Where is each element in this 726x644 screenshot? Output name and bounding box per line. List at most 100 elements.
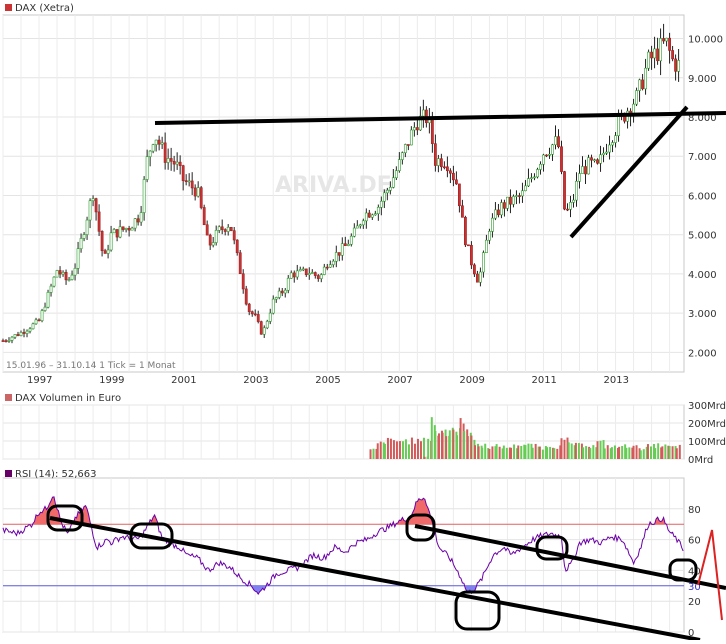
price-x-tick-label: 2013 <box>604 375 629 386</box>
volume-bar <box>675 448 678 459</box>
candle-body <box>439 158 443 168</box>
candle-body <box>13 334 17 338</box>
candle-body <box>115 229 119 238</box>
volume-bar <box>392 440 395 459</box>
candle-body <box>157 139 161 145</box>
candle-body <box>286 277 290 291</box>
volume-bar <box>379 441 382 459</box>
candle-body <box>262 327 266 335</box>
volume-bar <box>660 447 663 459</box>
candle-body <box>319 274 323 279</box>
candle-body <box>97 211 101 232</box>
candle-body <box>91 198 95 202</box>
volume-bar <box>386 437 389 459</box>
volume-bar <box>613 445 616 459</box>
candle-body <box>656 48 659 62</box>
candle-body <box>94 198 98 213</box>
candle-body <box>605 151 608 154</box>
volume-bar <box>602 440 605 459</box>
volume-bar <box>395 441 398 459</box>
volume-bar <box>383 443 386 459</box>
volume-bar <box>508 447 511 459</box>
volume-bar <box>678 444 681 459</box>
candle-body <box>265 321 269 329</box>
candle-body <box>166 158 170 163</box>
candle-body <box>596 159 599 164</box>
volume-bar <box>549 446 552 459</box>
candle-body <box>184 180 188 182</box>
candle-body <box>403 144 407 153</box>
rsi-highlight-3 <box>405 513 436 542</box>
volume-bar <box>531 447 534 459</box>
rsi-y-tick-label: 60 <box>688 536 701 547</box>
candle-body <box>512 196 515 205</box>
candle-body <box>310 272 314 274</box>
volume-bar <box>501 448 504 459</box>
candle-body <box>337 252 341 256</box>
volume-bar <box>376 443 379 459</box>
volume-bar <box>495 444 498 459</box>
volume-bar <box>484 443 487 459</box>
candle-body <box>106 249 110 254</box>
candle-body <box>587 157 590 175</box>
volume-bar <box>671 446 674 459</box>
candle-body <box>464 217 467 246</box>
watermark: ARIVA.DE <box>275 173 392 198</box>
candle-body <box>181 165 185 181</box>
volume-y-tick-label: 300Mrd <box>688 401 726 412</box>
candle-body <box>376 207 380 215</box>
candle-body <box>130 227 134 231</box>
volume-bar <box>628 447 631 459</box>
volume-bar <box>577 443 580 459</box>
candle-body <box>467 244 470 247</box>
rsi-panel-frame <box>2 477 685 633</box>
candle-body <box>109 232 113 251</box>
candle-body <box>313 272 317 276</box>
volume-bar <box>638 448 641 459</box>
candle-body <box>644 67 647 90</box>
volume-bar <box>570 443 573 459</box>
rsi-highlight-1 <box>46 504 84 532</box>
candle-body <box>175 161 179 165</box>
candle-body <box>557 136 560 148</box>
volume-bar <box>667 445 670 459</box>
volume-bar <box>537 446 540 459</box>
volume-bar <box>661 446 664 459</box>
candle-body <box>476 273 479 283</box>
candle-body <box>614 135 617 143</box>
candle-body <box>370 214 374 218</box>
candle-body <box>364 212 368 222</box>
candle-body <box>40 310 44 321</box>
candle-body <box>488 231 491 241</box>
volume-bar <box>574 442 577 459</box>
volume-bar <box>538 446 541 459</box>
volume-bar <box>517 445 520 459</box>
candle-body <box>509 196 512 205</box>
volume-bar <box>513 444 516 459</box>
volume-bar <box>646 444 649 459</box>
candle-body <box>289 272 293 279</box>
volume-bar <box>441 432 444 459</box>
resistance-trendline <box>154 111 726 125</box>
volume-bar <box>491 446 494 459</box>
candle-body <box>533 176 536 179</box>
price-x-axis: 1997 1999 2001 2003 2005 2007 2009 2011 2013 <box>27 375 629 386</box>
volume-bar <box>419 441 422 459</box>
rsi-highlight-2 <box>129 522 174 550</box>
price-y-tick-label: 4.000 <box>688 270 717 281</box>
volume-bar <box>466 436 469 459</box>
candle-body <box>530 177 533 179</box>
candle-body <box>136 218 140 223</box>
volume-bar <box>645 446 648 459</box>
candle-body <box>358 224 362 227</box>
candle-body <box>82 234 86 239</box>
candle-body <box>232 230 236 241</box>
candle-body <box>409 129 413 146</box>
candle-body <box>208 234 212 246</box>
rsi-y-axis: 0 20 30 40 60 80 <box>688 505 701 639</box>
candle-body <box>542 154 545 165</box>
volume-bar <box>410 437 413 459</box>
candle-body <box>397 159 401 171</box>
candle-body <box>283 289 287 294</box>
candle-body <box>485 239 488 253</box>
